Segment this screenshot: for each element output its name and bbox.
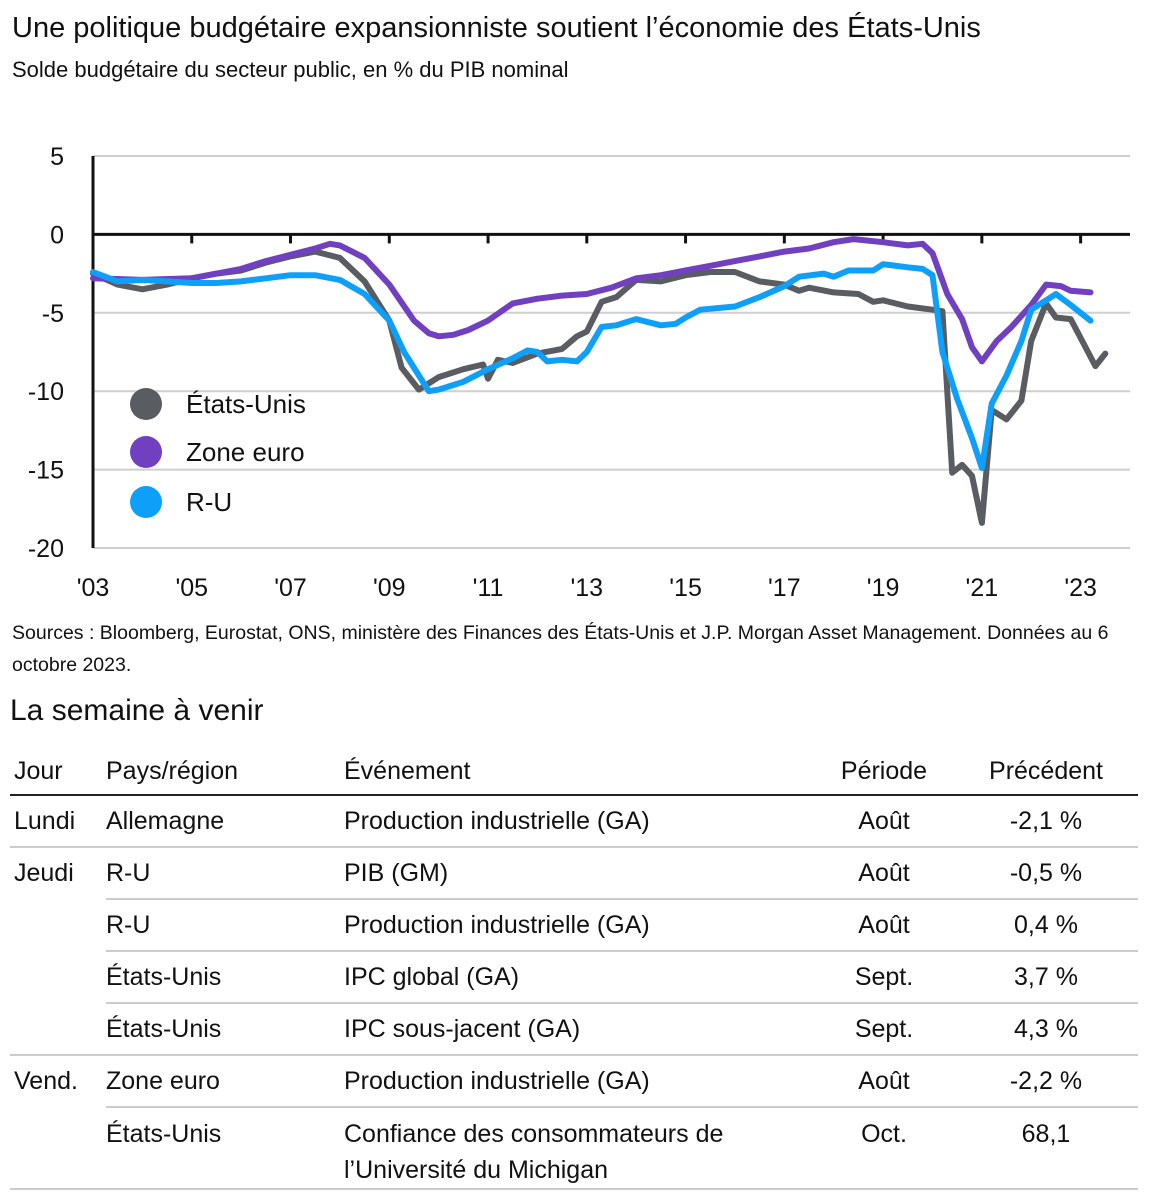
x-tick-label: '23 [1064,574,1097,602]
cell-previous: -0,5 % [954,846,1138,899]
x-tick-label: '03 [77,574,110,602]
x-tick-label: '21 [966,574,999,602]
legend-marker [130,486,162,518]
column-header: Pays/région [106,748,344,796]
legend-label: R-U [186,487,232,517]
cell-event: Confiance des consommateurs de l’Univers… [344,1106,814,1190]
cell-previous: -2,2 % [954,1054,1138,1107]
cell-event: IPC global (GA) [344,950,814,1003]
legend-label: États-Unis [186,389,306,419]
cell-day [10,899,106,951]
chart-title: Une politique budgétaire expansionniste … [12,12,981,44]
y-tick-label: 0 [50,221,64,249]
chart-subtitle: Solde budgétaire du secteur public, en %… [12,57,569,82]
y-tick-label: -5 [42,300,64,328]
cell-day: Lundi [10,794,106,847]
cell-previous: 0,4 % [954,898,1138,951]
legend-label: Zone euro [186,437,305,467]
cell-period: Sept. [814,950,954,1003]
budget-balance-chart: 5 0 -5 -10 -15 -20 '03 '05 '07 '09 '11 '13 '15 '17 '19… [28,143,1130,602]
table-row: R-U Production industrielle (GA) Août 0,4 % [10,898,1138,951]
x-tick-label: '07 [274,574,307,602]
x-tick-label: '09 [373,574,406,602]
legend-marker [130,436,162,468]
sources-note: Sources : Bloomberg, Eurostat, ONS, mini… [12,622,1109,676]
cell-period: Août [814,794,954,847]
cell-event: Production industrielle (GA) [344,794,814,847]
cell-event: Production industrielle (GA) [344,1054,814,1107]
table-row: États-Unis Confiance des consommateurs de… [10,1106,1138,1190]
cell-country: États-Unis [106,1002,344,1055]
cell-country: États-Unis [106,1106,344,1190]
cell-previous: 4,3 % [954,1002,1138,1055]
table-row: États-Unis IPC global (GA) Sept. 3,7 % [10,950,1138,1003]
cell-day [10,1003,106,1055]
cell-event: Production industrielle (GA) [344,898,814,951]
y-tick-label: -10 [28,378,64,406]
cell-period: Août [814,846,954,899]
cell-day: Vend. [10,1054,106,1107]
cell-event: IPC sous-jacent (GA) [344,1002,814,1055]
calendar-table: Jour Pays/région Événement Période Précédent… [10,748,1138,1190]
cell-day [10,951,106,1003]
cell-period: Août [814,898,954,951]
cell-previous: 3,7 % [954,950,1138,1003]
table-row: Vend. Zone euro Production industrielle (G… [10,1054,1138,1107]
y-tick-label: -15 [28,457,64,485]
legend-marker [130,388,162,420]
cell-event: PIB (GM) [344,846,814,899]
table-row: États-Unis IPC sous-jacent (GA) Sept. 4,3 % [10,1002,1138,1055]
column-header: Événement [344,748,814,796]
x-tick-label: '15 [669,574,702,602]
x-tick-label: '13 [571,574,604,602]
cell-previous: -2,1 % [954,794,1138,847]
y-tick-label: 5 [50,143,64,171]
y-tick-label: -20 [28,535,64,563]
x-tick-label: '11 [473,574,504,602]
column-header: Période [814,748,954,796]
cell-country: Zone euro [106,1054,344,1107]
cell-previous: 68,1 [954,1106,1138,1190]
cell-country: R-U [106,898,344,951]
series-line-1 [90,236,1094,365]
cell-country: Allemagne [106,794,344,847]
cell-day [10,1107,106,1190]
cell-country: R-U [106,846,344,899]
cell-country: États-Unis [106,950,344,1003]
series-line-2 [90,261,1094,471]
x-tick-label: '05 [175,574,208,602]
cell-period: Août [814,1054,954,1107]
table-row: Jeudi R-U PIB (GM) Août -0,5 % [10,846,1138,899]
cell-period: Sept. [814,1002,954,1055]
column-header: Jour [10,748,106,796]
table-row: Lundi Allemagne Production industrielle (G… [10,794,1138,847]
column-header: Précédent [954,748,1138,796]
x-tick-label: '17 [768,574,801,602]
x-tick-label: '19 [867,574,900,602]
calendar-title: La semaine à venir [10,694,264,727]
cell-period: Oct. [814,1106,954,1190]
cell-day: Jeudi [10,846,106,899]
series-line-0 [90,248,1109,526]
